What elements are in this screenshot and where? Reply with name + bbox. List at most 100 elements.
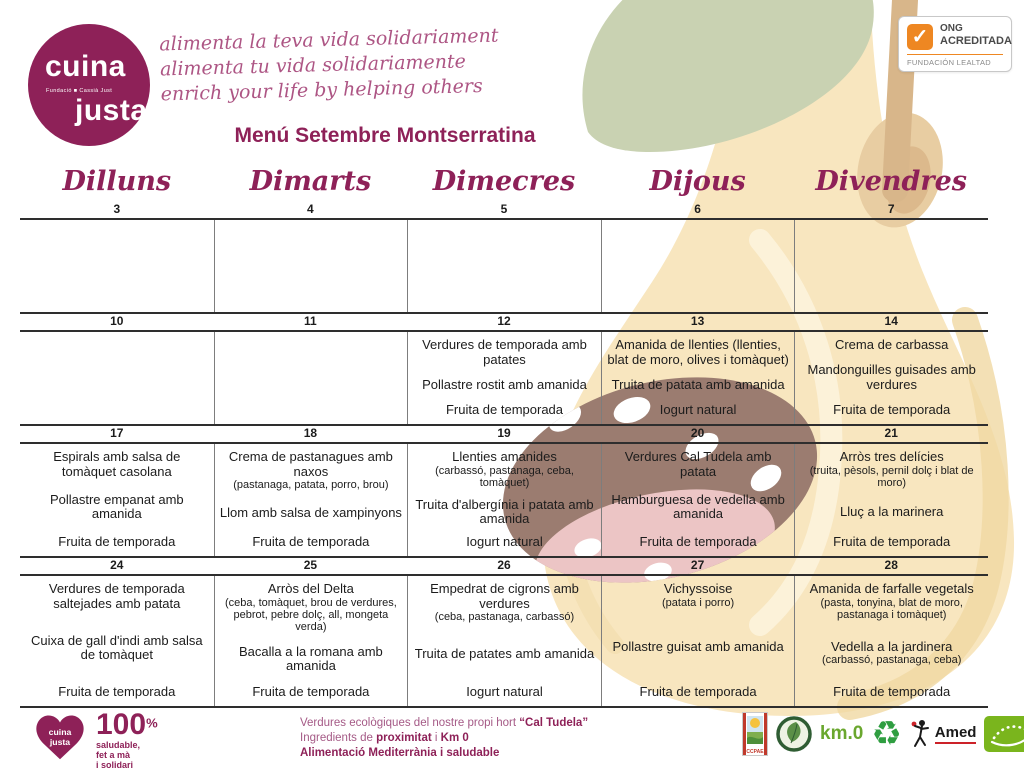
menu-day-cell: Arròs tres delícies (truita, pèsols, pern… (794, 444, 988, 556)
menu-item: Llenties amanides (carbassó, pastanaga, c… (413, 449, 596, 489)
tooth (685, 432, 719, 460)
menu-item: Arròs tres delícies (truita, pèsols, pern… (800, 449, 983, 489)
menu-item: Fruita de temporada (220, 685, 403, 700)
menu-item: Pollastre rostit amb amanida (413, 377, 596, 393)
badge-line2: ACREDITADA (940, 35, 1012, 47)
menu-item-text: Llenties amanides (452, 449, 557, 464)
pear-leaf (582, 0, 874, 152)
menu-day-cell: Empedrat de cigrons amb verdures (ceba, p… (407, 576, 601, 706)
menu-day-cell (213, 220, 408, 312)
menu-item: Empedrat de cigrons amb verdures (ceba, p… (413, 581, 596, 624)
date-cell: 26 (497, 558, 511, 572)
date-row: 10 11 12 13 14 (20, 312, 988, 332)
date-cell: 18 (303, 426, 318, 440)
menu-item-text: Truita d'albergínia i patata amb amanida (415, 496, 594, 527)
menu-day-cell: Amanida de farfalle vegetals (pasta, tony… (794, 576, 988, 706)
menu-item-text: Fruita de temporada (833, 534, 951, 550)
page-title: Menú Setembre Montserratina (234, 124, 536, 147)
menu-week-row: Verdures de temporada saltejades amb pat… (20, 576, 988, 708)
menu-item-text: Fruita de temporada (445, 402, 564, 418)
date-cell: 19 (497, 426, 511, 440)
menu-item-text: Verdures de temporada saltejades amb pat… (48, 581, 185, 611)
pct-line3: i solidari (96, 760, 134, 768)
menu-item: Verdures Cal Tudela amb patata (607, 449, 790, 479)
date-cell: 13 (690, 314, 705, 328)
amed-figure-icon (911, 720, 929, 747)
tooth (574, 538, 602, 558)
cuina-justa-logo: cuina Fundació ■ Cassià Just justa (28, 24, 150, 146)
menu-item-text: Crema de pastanagues amb naxos (228, 449, 393, 479)
date-cell: 24 (110, 558, 124, 572)
badge-org-name: FUNDACIÓN LEALTAD (907, 58, 991, 67)
menu-item: Pollastre empanat amb amanida (25, 492, 209, 522)
claim-segment: “Cal Tudela” (519, 717, 589, 729)
menu-item-text: Vedella a la jardinera (830, 638, 953, 654)
menu-item-text: Iogurt natural (466, 684, 543, 700)
menu-item-text: Iogurt natural (659, 402, 737, 418)
hundred-percent-claim: 100% saludable, fet a mà i solidari (96, 710, 158, 768)
menu-item: Mandonguilles guisades amb verdures (800, 363, 983, 392)
date-row: 17 18 19 20 21 (20, 424, 988, 444)
tooth (613, 396, 651, 424)
menu-item: Crema de pastanagues amb naxos (pastanaga… (220, 449, 403, 492)
menu-item-detail: (ceba, pastanaga, carbassó) (434, 611, 575, 624)
date-cell: 5 (500, 202, 508, 216)
date-cell: 11 (304, 314, 317, 328)
menu-day-cell: Verdures Cal Tudela amb patata Hamburgues… (600, 444, 795, 556)
menu-day-cell (20, 332, 214, 424)
menu-item-text: Arròs tres delícies (839, 449, 944, 464)
heart-logo: cuina justa (32, 712, 88, 768)
day-header-row: Dilluns Dimarts Dimecres Dijous Divendres (20, 160, 988, 202)
ccpae-logo: CCPAE (742, 712, 768, 756)
recycle-icon: ♻ (871, 715, 902, 753)
heart-icon: cuina justa (36, 715, 84, 760)
organic-emblem-logo (776, 716, 812, 752)
menu-item: Fruita de temporada (413, 403, 596, 418)
menu-item: Iogurt natural (413, 685, 596, 700)
pct-number: 100 (96, 708, 147, 741)
menu-item-text: Fruita de temporada (833, 684, 951, 700)
date-cell: 28 (884, 558, 898, 572)
menu-item-text: Fruita de temporada (252, 534, 370, 550)
menu-item-detail: (pastanaga, patata, porro, brou) (233, 479, 389, 492)
claim-segment: Km 0 (440, 732, 469, 744)
ong-acreditada-badge: ✓ ONG ACREDITADA FUNDACIÓN LEALTAD (898, 16, 1012, 72)
pct-line2: fet a mà (96, 750, 131, 760)
menu-item-text: Fruita de temporada (833, 402, 951, 418)
pct-sign: % (146, 715, 158, 731)
menu-item: Vichyssoise (patata i porro) (607, 581, 790, 609)
day-header: Dimecres (432, 165, 576, 197)
menu-item-text: Llom amb salsa de xampinyons (219, 505, 402, 521)
km0-logo: km.0 (820, 723, 864, 744)
menu-item: Fruita de temporada (800, 685, 983, 700)
date-cell: 6 (694, 202, 701, 216)
date-cell: 14 (884, 314, 898, 328)
menu-item: Iogurt natural (607, 403, 790, 418)
date-cell: 12 (497, 314, 511, 328)
menu-week-row: Verdures de temporada amb patates Pollast… (20, 332, 988, 424)
menu-table: Dilluns Dimarts Dimecres Dijous Divendres 3 4… (20, 160, 988, 708)
menu-day-cell: Espirals amb salsa de tomàquet casolana P… (20, 444, 214, 556)
menu-day-cell: Verdures de temporada amb patates Pollast… (407, 332, 601, 424)
menu-item-detail: (patata i porro) (662, 596, 735, 609)
menu-item: Llom amb salsa de xampinyons (219, 505, 403, 521)
menu-item-text: Iogurt natural (466, 534, 543, 550)
tooth (750, 464, 782, 492)
menu-day-cell: Verdures de temporada saltejades amb pat… (20, 576, 214, 706)
menu-item-detail: (truita, pèsols, pernil dolç i blat de m… (809, 464, 974, 489)
menu-item-text: Amanida de farfalle vegetals (809, 581, 974, 596)
menu-item-text: Empedrat de cigrons amb verdures (430, 581, 579, 611)
date-cell: 4 (307, 202, 314, 216)
menu-item: Truita d'albergínia i patata amb amanida (413, 496, 596, 527)
menu-item: Amanida de farfalle vegetals (pasta, tony… (800, 581, 983, 621)
date-cell: 3 (113, 202, 121, 216)
menu-day-cell (794, 220, 988, 312)
date-row: 24 25 26 27 28 (20, 556, 988, 576)
brand-tagline: alimenta la teva vida solidariament alim… (159, 24, 500, 108)
logo-subtitle: Fundació ■ Cassià Just (46, 88, 113, 94)
menu-item-text: Fruita de temporada (58, 684, 176, 700)
claim-segment: i (431, 732, 441, 744)
menu-item-text: Bacalla a la romana amb amanida (238, 643, 383, 674)
menu-item: Lluç a la marinera (800, 504, 983, 520)
